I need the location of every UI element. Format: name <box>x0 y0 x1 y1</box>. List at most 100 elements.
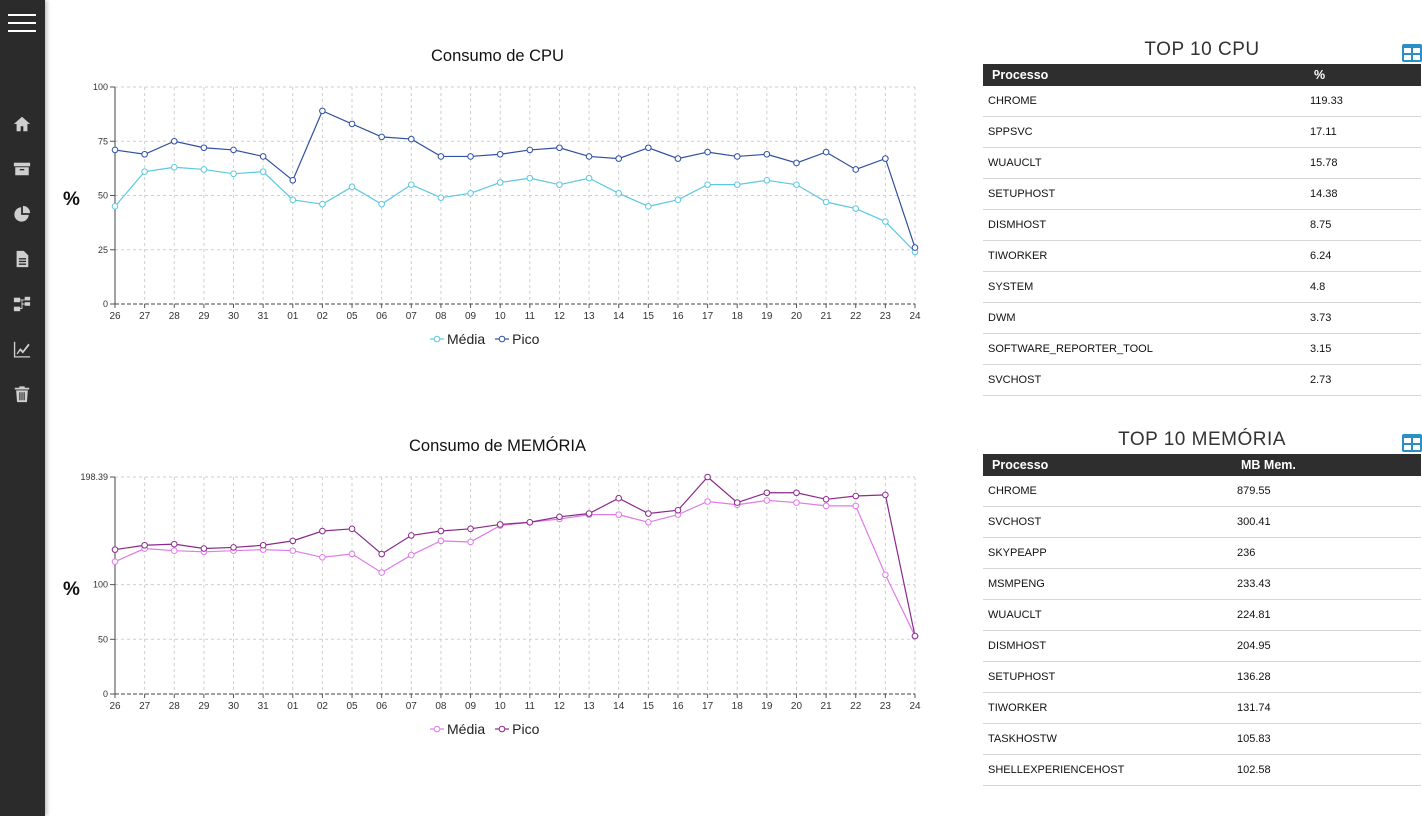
cpu-axis-unit: % <box>63 189 80 210</box>
data-point <box>230 146 237 154</box>
x-tick-label: 29 <box>198 311 210 322</box>
x-tick-label: 21 <box>821 311 833 322</box>
data-point <box>378 133 385 141</box>
data-point <box>289 177 297 184</box>
y-tick-label: 75 <box>98 136 108 146</box>
data-point <box>704 148 711 156</box>
process-name: SVCHOST <box>988 374 1042 386</box>
data-point <box>585 153 593 160</box>
legend-item[interactable]: Média <box>430 331 485 347</box>
process-name: DISMHOST <box>988 219 1047 231</box>
edit-chart-icon[interactable] <box>11 338 33 360</box>
x-tick-label: 07 <box>406 311 418 322</box>
legend-item[interactable]: Pico <box>495 331 539 347</box>
sitemap-icon[interactable] <box>11 293 33 315</box>
data-point <box>259 153 267 160</box>
legend-item[interactable]: Média <box>430 721 485 737</box>
trash-icon[interactable] <box>11 383 33 405</box>
data-point <box>289 537 297 545</box>
table-row: SOFTWARE_REPORTER_TOOL 3.15 <box>983 334 1421 365</box>
data-point <box>319 527 326 535</box>
process-name: SVCHOST <box>988 516 1042 528</box>
table-icon[interactable] <box>1402 44 1422 62</box>
home-icon[interactable] <box>11 113 33 135</box>
x-tick-label: 22 <box>850 311 862 322</box>
series-line-1 <box>114 476 916 637</box>
top-mem-panel: TOP 10 MEMÓRIA Processo MB Mem. CHROME 87… <box>983 428 1422 788</box>
x-tick-label: 14 <box>613 701 625 712</box>
x-tick-label: 12 <box>554 701 566 712</box>
process-value: 8.75 <box>1310 219 1332 231</box>
series-line-0 <box>114 166 916 253</box>
x-tick-label: 12 <box>554 311 566 322</box>
data-point <box>378 550 385 558</box>
cpu-chart-title: Consumo de CPU <box>431 47 564 65</box>
data-point <box>793 499 800 506</box>
y-tick-label: 50 <box>98 191 108 201</box>
mem-chart-title: Consumo de MEMÓRIA <box>409 437 586 455</box>
x-tick-label: 11 <box>525 701 536 712</box>
x-tick-label: 06 <box>376 311 388 322</box>
data-point <box>111 546 119 553</box>
process-value: 236 <box>1237 547 1256 559</box>
data-point <box>852 166 860 173</box>
data-point <box>467 190 474 197</box>
data-point <box>585 510 593 517</box>
x-tick-label: 28 <box>169 701 181 712</box>
data-point <box>437 194 445 201</box>
process-name: CHROME <box>988 95 1037 107</box>
top-cpu-title: TOP 10 CPU <box>1144 39 1260 60</box>
data-point <box>230 544 237 551</box>
pie-chart-icon[interactable] <box>11 203 33 225</box>
process-value: 3.73 <box>1310 312 1332 324</box>
process-value: 879.55 <box>1237 485 1271 497</box>
data-point <box>348 183 356 191</box>
legend-marker <box>430 725 444 733</box>
x-tick-label: 18 <box>732 701 744 712</box>
data-point <box>407 532 415 539</box>
process-value: 300.41 <box>1237 516 1271 528</box>
data-point <box>674 506 682 514</box>
data-point <box>763 150 771 158</box>
data-point <box>170 137 178 145</box>
table-icon[interactable] <box>1402 434 1422 452</box>
data-point <box>852 502 860 510</box>
process-name: SYSTEM <box>988 281 1034 293</box>
x-tick-label: 19 <box>761 701 773 712</box>
data-point <box>733 153 741 160</box>
archive-icon[interactable] <box>11 158 33 180</box>
data-point <box>319 107 326 115</box>
table-row: CHROME 119.33 <box>983 86 1421 117</box>
legend-item[interactable]: Pico <box>495 721 539 737</box>
data-point <box>407 181 415 188</box>
data-point <box>645 518 652 526</box>
data-point <box>704 181 711 188</box>
data-point <box>141 150 148 158</box>
x-tick-label: 14 <box>613 311 625 322</box>
document-icon[interactable] <box>11 248 33 270</box>
data-point <box>733 499 741 506</box>
hamburger-menu-icon[interactable] <box>8 14 36 36</box>
x-tick-label: 09 <box>465 701 477 712</box>
cpu-chart-legend: Média Pico <box>430 331 549 347</box>
legend-marker <box>430 335 444 343</box>
x-tick-label: 18 <box>732 311 744 322</box>
data-point <box>585 174 593 182</box>
y-tick-label: 25 <box>98 245 108 255</box>
process-value: 105.83 <box>1237 733 1271 745</box>
x-tick-label: 26 <box>109 311 121 322</box>
process-name: DISMHOST <box>988 640 1047 652</box>
table-row: SKYPEAPP 236 <box>983 538 1421 569</box>
data-point <box>615 155 623 162</box>
data-point <box>467 538 474 546</box>
x-tick-label: 23 <box>880 311 892 322</box>
sidebar <box>0 0 45 816</box>
process-value: 2.73 <box>1310 374 1332 386</box>
col-value-header: MB Mem. <box>1241 458 1296 472</box>
col-value-header: % <box>1314 68 1326 82</box>
x-tick-label: 05 <box>346 311 358 322</box>
data-point <box>822 496 830 503</box>
data-point <box>496 150 504 158</box>
legend-label: Média <box>447 721 486 737</box>
data-point <box>378 569 385 576</box>
